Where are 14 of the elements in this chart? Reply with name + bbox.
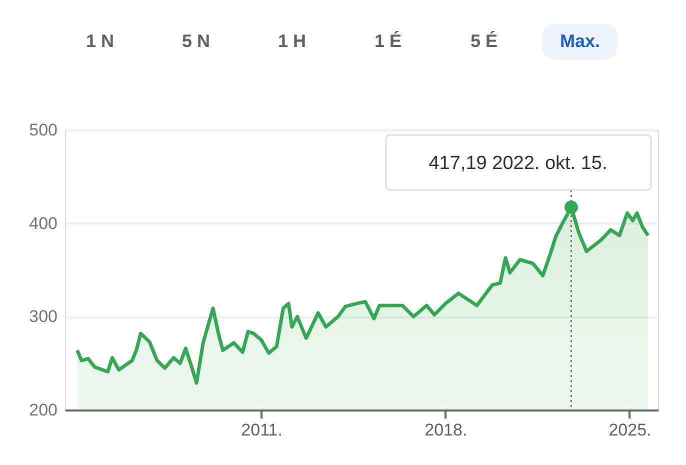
text: 1 N: [86, 31, 114, 51]
text: 5 É: [470, 31, 498, 51]
text: 1 É: [374, 31, 402, 51]
y-tick-label: 500: [29, 120, 58, 140]
annotation: 417,19 2022. okt. 15.: [428, 153, 608, 174]
text: 1 H: [278, 31, 306, 51]
x-tick-label: 2025.: [608, 420, 652, 440]
y-tick-label: 300: [29, 307, 58, 326]
y-tick-label: 400: [29, 214, 58, 233]
text: Max.: [560, 31, 600, 51]
y-tick-label: 200: [29, 400, 58, 420]
x-tick-label: 2011.: [241, 420, 282, 440]
text: 5 N: [182, 31, 210, 51]
x-tick-label: 2018.: [424, 420, 468, 440]
